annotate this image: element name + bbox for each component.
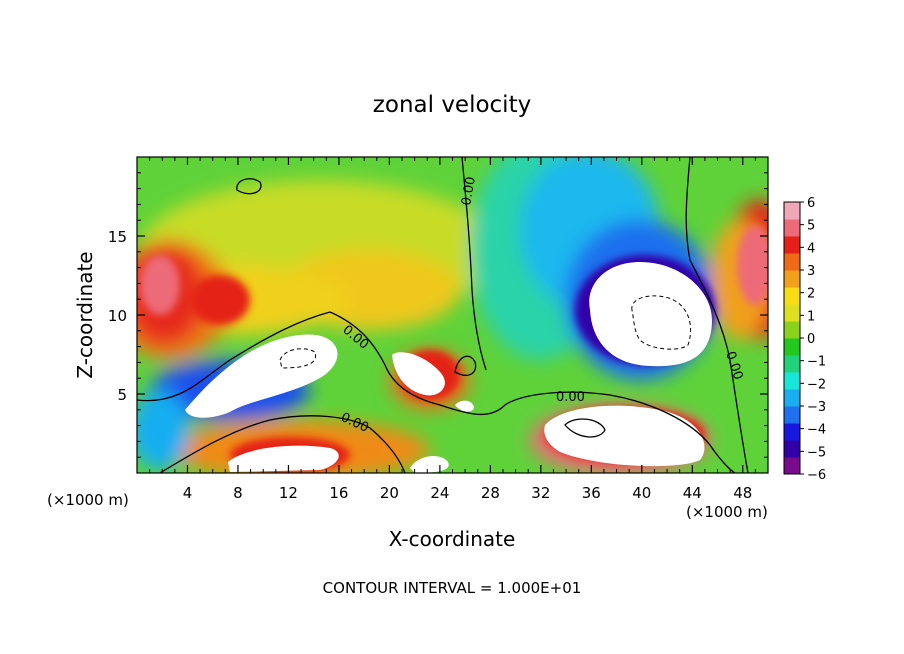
x-axis-label: X-coordinate (389, 527, 516, 551)
x-tick-label: 12 (279, 484, 298, 502)
x-tick-label: 8 (233, 484, 243, 502)
colorbar-tick-label: −2 (807, 377, 826, 392)
colorbar-swatch (784, 202, 800, 220)
colorbar-swatch (784, 270, 800, 288)
colorbar-swatch (784, 389, 800, 407)
colorbar-tick-label: 0 (807, 332, 815, 347)
colorbar-tick-label: 2 (807, 287, 815, 302)
colorbar-tick-label: −1 (807, 355, 826, 370)
x-tick-label: 24 (430, 484, 449, 502)
x-tick-label: 4 (183, 484, 193, 502)
z-unit-label: (×1000 m) (47, 491, 129, 509)
x-tick-label: 20 (380, 484, 399, 502)
contour-label: 0.00 (459, 176, 479, 207)
colorbar-tick-label: −6 (807, 468, 826, 483)
x-tick-label: 44 (683, 484, 702, 502)
colorbar-swatch (784, 406, 800, 424)
y-tick-label: 10 (108, 307, 127, 325)
colorbar-tick-label: 3 (807, 264, 815, 279)
y-tick-label: 15 (108, 228, 127, 246)
contour-label: 0.00 (556, 390, 585, 405)
colorbar-swatch (784, 236, 800, 254)
x-tick-label: 32 (531, 484, 550, 502)
x-tick-label: 28 (481, 484, 500, 502)
chart-title: zonal velocity (373, 92, 531, 118)
colorbar-swatch (784, 304, 800, 322)
colorbar-tick-label: −3 (807, 400, 826, 415)
colorbar-tick-label: 5 (807, 219, 815, 234)
contour-interval-note: CONTOUR INTERVAL = 1.000E+01 (323, 579, 582, 597)
heatmap-field (137, 157, 768, 473)
x-unit-label: (×1000 m) (686, 503, 768, 521)
colorbar-swatch (784, 423, 800, 441)
colorbar-swatch (784, 372, 800, 390)
colorbar-swatch (784, 355, 800, 373)
colorbar-tick-label: −5 (807, 445, 826, 460)
colorbar-tick-label: 1 (807, 309, 815, 324)
y-axis: 5 10 15 (108, 172, 768, 458)
x-tick-label: 48 (733, 484, 752, 502)
colorbar-tick-label: 6 (807, 196, 815, 211)
colorbar-swatch (784, 287, 800, 305)
y-tick-label: 5 (117, 386, 127, 404)
x-tick-label: 36 (582, 484, 601, 502)
colorbar: 6 5 4 3 2 1 0 −1 −2 −3 −4 −5 −6 (783, 196, 826, 483)
colorbar-swatch (784, 253, 800, 271)
colorbar-tick-label: 4 (807, 241, 815, 256)
colorbar-swatch (784, 440, 800, 458)
colorbar-swatch (784, 219, 800, 237)
colorbar-tick-label: −4 (807, 423, 826, 438)
colorbar-swatch (784, 321, 800, 339)
x-tick-label: 40 (632, 484, 651, 502)
x-axis: 4 8 12 16 20 24 28 32 36 40 44 48 (149, 157, 756, 502)
y-axis-label: Z-coordinate (73, 251, 97, 378)
x-tick-label: 16 (329, 484, 348, 502)
colorbar-swatch (784, 338, 800, 356)
colorbar-swatch (784, 457, 800, 475)
